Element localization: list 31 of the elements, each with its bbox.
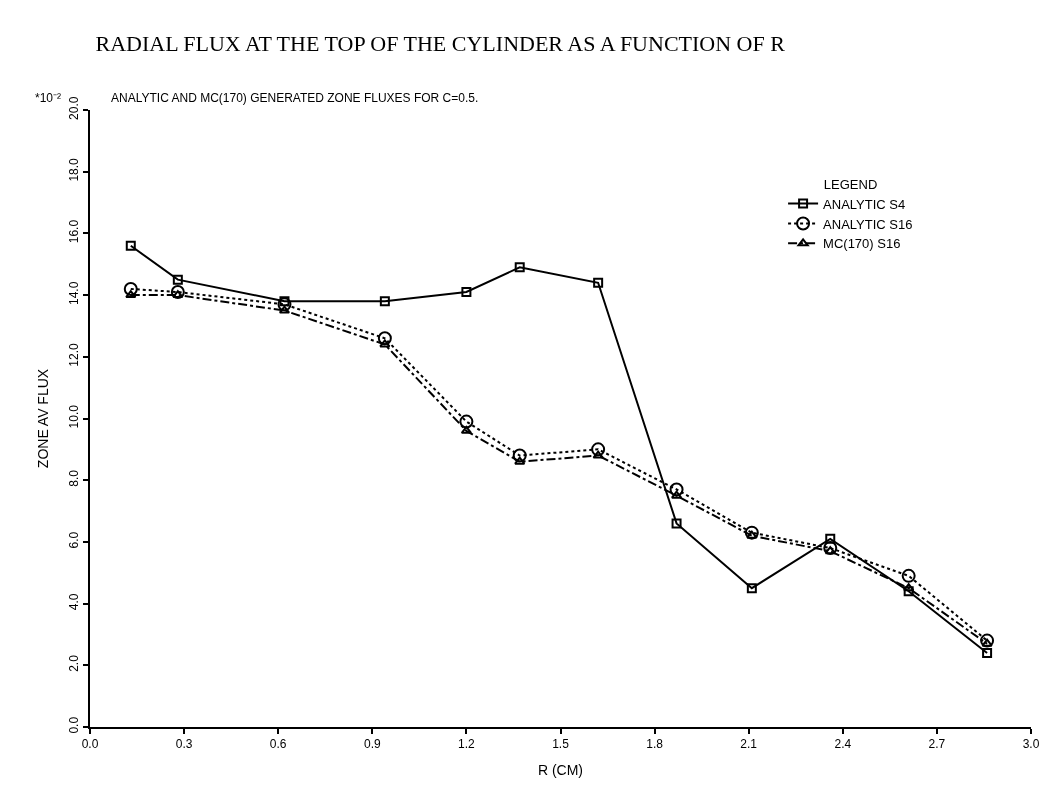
x-tick-label: 0.6 xyxy=(269,737,287,752)
y-tick-label: 10.0 xyxy=(67,404,82,429)
x-tick-label: 0.0 xyxy=(81,737,99,752)
y-tick-label: 18.0 xyxy=(67,157,82,182)
y-tick-label: 20.0 xyxy=(67,96,82,120)
legend-label: ANALYTIC S4 xyxy=(823,196,906,212)
x-tick-label: 1.5 xyxy=(552,737,570,752)
y-tick-label: 8.0 xyxy=(67,469,82,487)
x-tick-label: 3.0 xyxy=(1022,737,1040,752)
x-tick-label: 2.7 xyxy=(928,737,946,752)
x-tick-label: 0.3 xyxy=(175,737,193,752)
y-tick-label: 14.0 xyxy=(67,281,82,305)
x-tick-label: 2.4 xyxy=(834,737,852,752)
y-tick-label: 0.0 xyxy=(67,716,82,734)
y-tick-label: 4.0 xyxy=(67,593,82,611)
x-tick-label: 0.9 xyxy=(363,737,381,752)
legend-label: MC(170) S16 xyxy=(823,236,901,252)
x-tick-label: 2.1 xyxy=(740,737,758,752)
x-tick-label: 1.2 xyxy=(458,737,476,752)
chart-subtitle: ANALYTIC AND MC(170) GENERATED ZONE FLUXES FOR C=0.5. xyxy=(111,91,479,105)
y-tick-label: 12.0 xyxy=(67,343,82,367)
y-tick-label: 2.0 xyxy=(67,654,82,672)
y-tick-label: 6.0 xyxy=(67,531,82,549)
chart-title: RADIAL FLUX AT THE TOP OF THE CYLINDER AS A FUNCTION OF R xyxy=(95,31,786,57)
x-tick-label: 1.8 xyxy=(646,737,664,752)
y-tick-label: 16.0 xyxy=(67,219,82,244)
x-axis-title: R (CM) xyxy=(537,762,584,779)
legend-label: ANALYTIC S16 xyxy=(823,216,913,232)
legend-title: LEGEND xyxy=(823,176,878,192)
text: *10⁻² xyxy=(35,91,62,105)
y-axis-title: ZONE AV FLUX xyxy=(35,368,52,469)
